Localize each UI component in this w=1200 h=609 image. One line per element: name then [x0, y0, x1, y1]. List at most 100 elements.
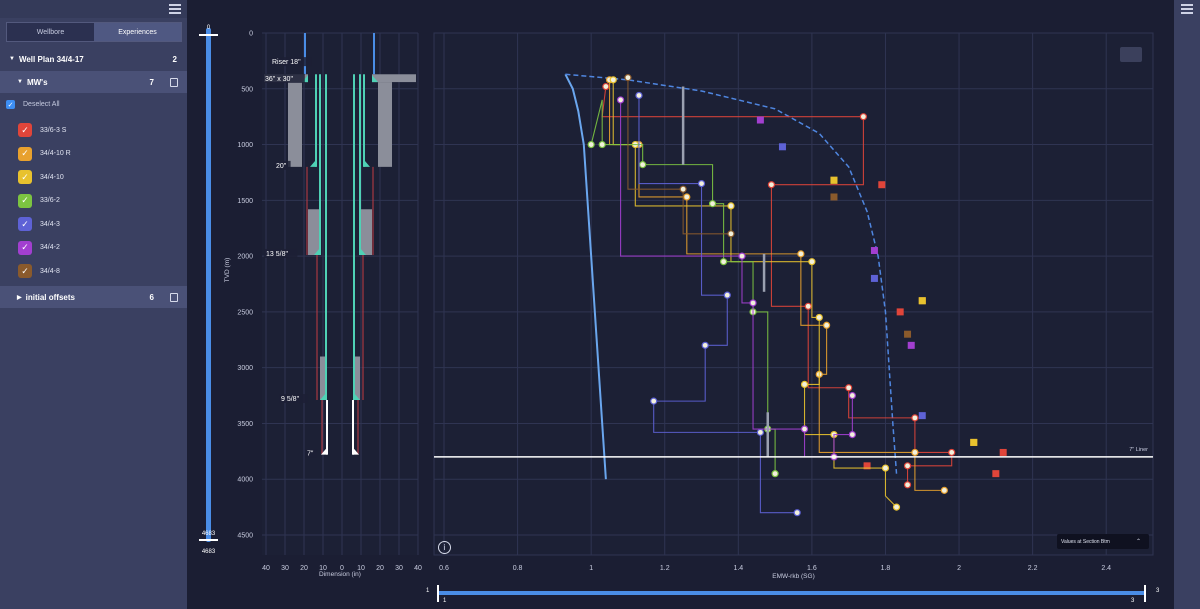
schematic-y-tick-label: 3000: [237, 365, 253, 372]
mw-series-square: [999, 448, 1007, 456]
depth-scale-top-handle[interactable]: [199, 34, 218, 36]
casing-shoe: [314, 247, 320, 255]
emw-x-tick-label: 1.4: [733, 565, 743, 572]
schematic-y-tick-label: 1500: [237, 198, 253, 205]
menu-icon[interactable]: [169, 4, 181, 14]
note-icon[interactable]: [170, 77, 178, 87]
initial-offsets-row[interactable]: ▶ initial offsets 6: [0, 286, 187, 308]
check-icon[interactable]: ✓: [18, 146, 32, 161]
check-icon[interactable]: ✓: [18, 170, 32, 184]
bottom-range-right-handle[interactable]: [1144, 585, 1146, 602]
check-icon[interactable]: ✓: [18, 240, 32, 255]
mw-series-square: [970, 438, 978, 446]
surface-cement: [308, 209, 320, 255]
mw-series-point: [767, 181, 776, 189]
mw-series-square: [870, 274, 878, 282]
mw-series-point: [727, 202, 735, 210]
mw-series-point: [650, 397, 658, 405]
menu-icon[interactable]: [1181, 4, 1193, 14]
casing-label-bg: [263, 73, 305, 83]
mw-series-point: [616, 96, 625, 104]
tab-wellbore[interactable]: Wellbore: [36, 28, 65, 36]
bottom-range-left-handle[interactable]: [437, 585, 439, 602]
mw-series-point: [727, 230, 735, 238]
casing-label: 7": [307, 451, 314, 458]
bottom-range-track[interactable]: [437, 591, 1146, 595]
schematic-x-tick-label: 0: [340, 565, 344, 572]
casing-label: 13 5/8": [266, 251, 288, 258]
casing-shoe: [360, 247, 366, 255]
values-at-section-button[interactable]: Values at Section Btm ⌃: [1057, 534, 1149, 549]
mw-series-square: [870, 247, 878, 255]
mw-series-point: [804, 302, 812, 310]
schematic-x-tick-label: 40: [414, 565, 422, 572]
mw-series-point: [771, 470, 779, 478]
mw-series-point: [587, 140, 595, 149]
mw-series-point: [848, 431, 856, 439]
emw-x-tick-label: 2: [957, 565, 961, 572]
mw-item[interactable]: ✓ 34/4-10: [18, 170, 64, 184]
mw-series-point: [848, 391, 856, 400]
schematic-y-tick-label: 3500: [237, 421, 253, 428]
liner-shoe: [321, 447, 327, 455]
caret-down-icon: ▼: [9, 56, 15, 62]
mw-series-point: [624, 74, 632, 82]
fracture-gradient-line: [565, 73, 898, 474]
mw-series-square: [830, 193, 838, 201]
intermediate-cement: [320, 356, 326, 401]
casing-label: 20": [276, 163, 287, 170]
mw-series-point: [911, 448, 919, 457]
schematic-x-tick-label: 10: [357, 565, 365, 572]
casing-label-bg: [305, 448, 318, 458]
schematic-y-tick-label: 1000: [237, 142, 253, 149]
mws-row[interactable]: ▼ MW's 7: [0, 71, 187, 93]
mw-item[interactable]: ✓ 34/4-8: [18, 264, 60, 278]
well-plan-count: 2: [172, 54, 177, 64]
mw-item[interactable]: ✓ 33/6-3 S: [18, 123, 66, 137]
info-icon[interactable]: i: [438, 541, 451, 554]
note-icon[interactable]: [170, 292, 178, 302]
mw-series-line: [620, 99, 853, 458]
casing-label-bg: [264, 248, 298, 258]
mw-item[interactable]: ✓ 34/4-10 R: [18, 146, 71, 161]
mw-item-label: 34/4-2: [40, 244, 60, 251]
emw-x-tick-label: 2.4: [1101, 565, 1111, 572]
schematic-x-axis-label: Dimension (in): [319, 571, 361, 578]
bottom-range-right-label-2: 3: [1131, 598, 1135, 604]
mw-series-point: [756, 428, 764, 436]
mw-series-point: [823, 321, 831, 329]
check-icon[interactable]: ✓: [18, 217, 32, 231]
well-plan-row[interactable]: ▼ Well Plan 34/4-17 2: [0, 48, 187, 70]
depth-scale-bottom-label: 4683: [201, 531, 216, 537]
mw-item[interactable]: ✓ 34/4-2: [18, 240, 60, 255]
caret-right-icon: ▶: [17, 294, 22, 301]
schematic-y-tick-label: 2500: [237, 309, 253, 316]
conductor-casing: [378, 82, 392, 167]
mw-item[interactable]: ✓ 33/6-2: [18, 193, 60, 208]
mw-series-point: [701, 341, 709, 349]
deselect-all-toggle[interactable]: ✓ Deselect All: [6, 100, 60, 109]
schematic-y-tick-label: 0: [249, 31, 253, 38]
schematic-y-tick-label: 2000: [237, 254, 253, 261]
right-panel-bar: [1174, 0, 1200, 609]
bottom-range-right-label: 3: [1156, 588, 1160, 594]
casing-shoe: [320, 393, 326, 401]
mw-series-square: [904, 330, 912, 338]
check-icon[interactable]: ✓: [18, 264, 32, 278]
check-icon[interactable]: ✓: [18, 193, 32, 208]
chart-options-button[interactable]: [1120, 47, 1142, 62]
tab-experiences[interactable]: Experiences: [94, 23, 181, 41]
bottom-range-left-label-2: 1: [443, 598, 447, 604]
depth-scale-track[interactable]: [206, 28, 211, 542]
schematic-x-tick-label: 10: [319, 565, 327, 572]
emw-x-tick-label: 1.2: [660, 565, 670, 572]
depth-scale-bottom-handle[interactable]: [199, 539, 218, 541]
mw-series-point: [859, 113, 868, 121]
mw-series-point: [800, 380, 809, 388]
check-icon[interactable]: ✓: [18, 123, 32, 137]
schematic-x-tick-label: 30: [395, 565, 403, 572]
mw-item[interactable]: ✓ 34/4-3: [18, 217, 60, 231]
schematic-x-tick-label: 40: [262, 565, 270, 572]
emw-x-tick-label: 0.6: [439, 565, 449, 572]
